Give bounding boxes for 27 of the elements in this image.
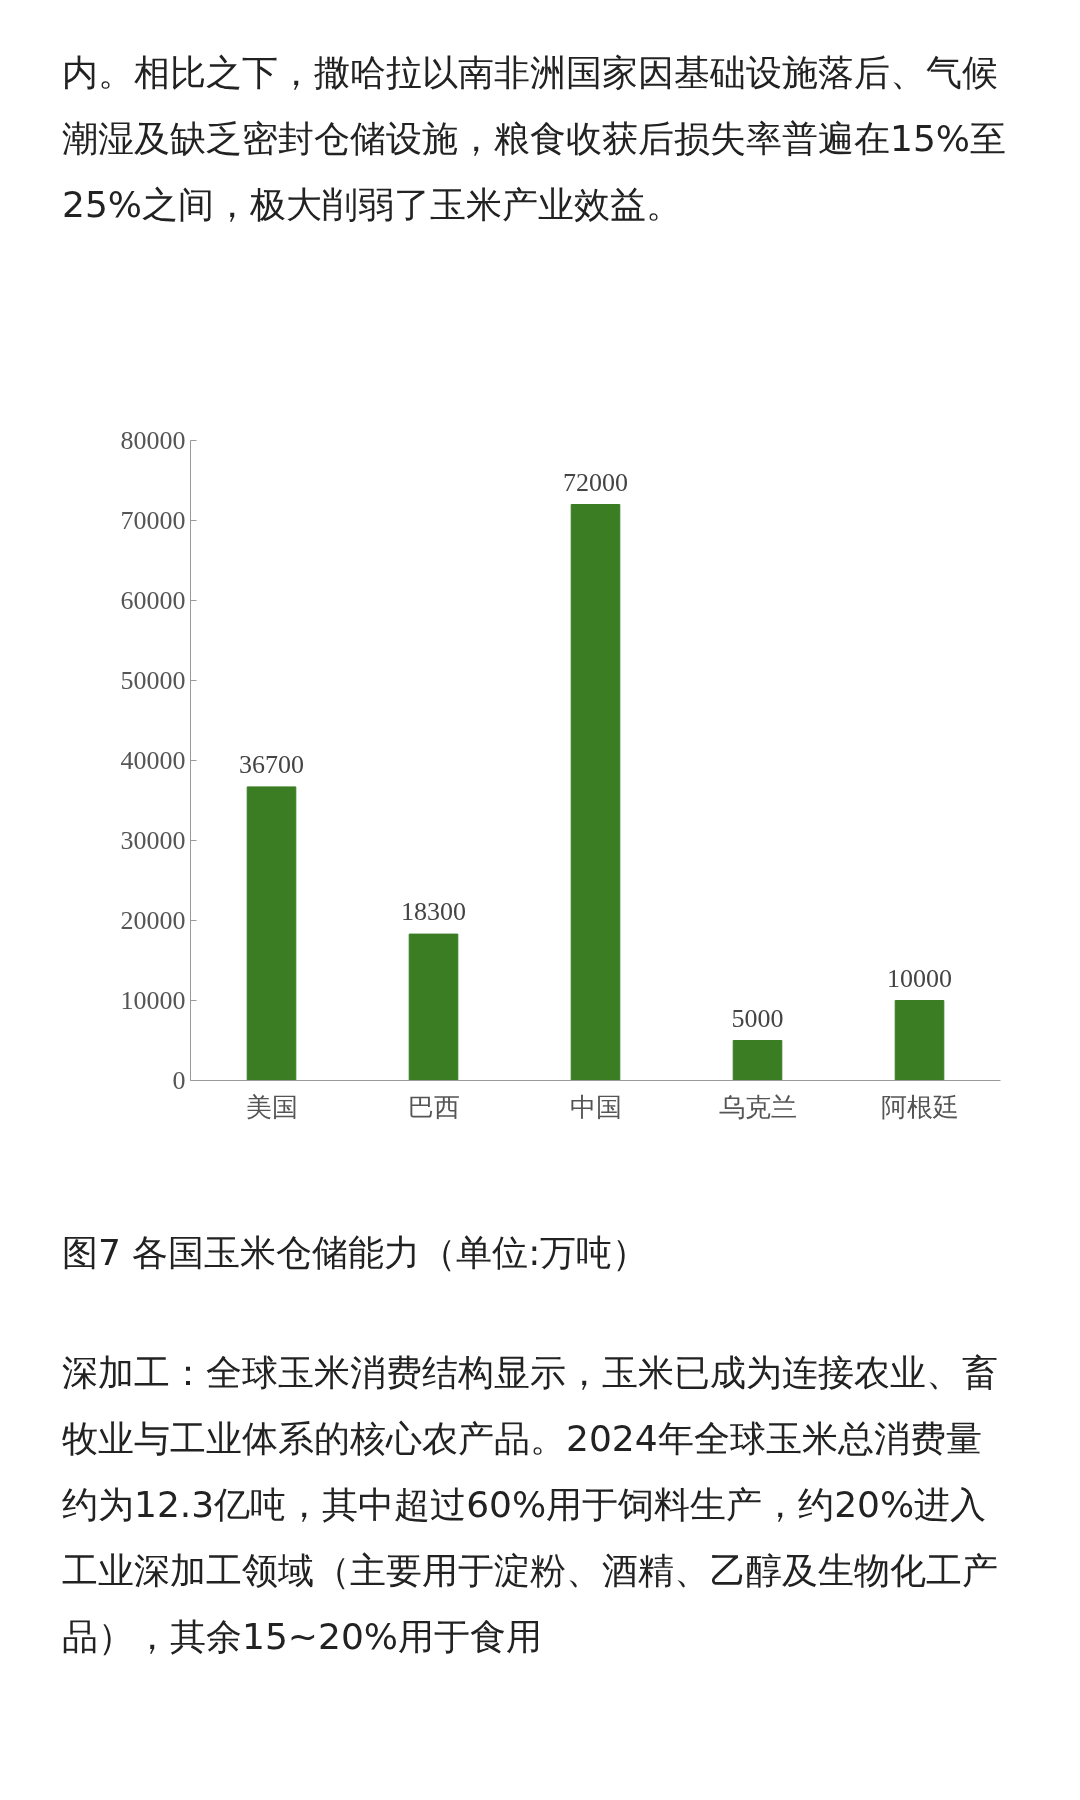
text: 内。相比之下，撒哈拉以南非洲国家因基础设施落后、气候潮湿及缺乏密封仓储设施，粮食收获后损失率普遍在15%至25%之间，极大削弱了玉米产业效益。 — [62, 51, 1007, 227]
y-tick-label: 50000 — [120, 666, 186, 695]
y-tick-label: 30000 — [120, 826, 186, 855]
bar — [570, 504, 621, 1081]
text: 深加工：全球玉米消费结构显示，玉米已成为连接农业、畜牧业与工业体系的核心农产品。2024年全球玉米总消费量约为12.3亿吨，其中超过60%用于饲料生产，约20%进入工业深加工领域（主要用于淀粉、酒精、乙醇及生物化工产品），其余15~20%用于食用 — [62, 1351, 999, 1659]
y-tick-label: 80000 — [120, 426, 186, 455]
data-label: 72000 — [563, 467, 628, 497]
bar — [732, 1040, 783, 1081]
y-tick-label: 0 — [172, 1066, 186, 1095]
data-label: 18300 — [401, 897, 466, 927]
y-tick-label: 70000 — [120, 506, 186, 535]
data-label: 36700 — [239, 749, 304, 779]
text: 图7 各国玉米仓储能力（单位:万吨） — [62, 1231, 650, 1275]
y-tick-label: 60000 — [120, 586, 186, 615]
x-tick-label: 中国 — [569, 1091, 622, 1122]
x-tick-label: 巴西 — [407, 1091, 460, 1122]
bar — [408, 933, 459, 1081]
y-tick-label: 10000 — [120, 986, 186, 1015]
bar — [246, 786, 297, 1081]
data-label: 5000 — [731, 1003, 784, 1033]
y-tick-label: 20000 — [120, 906, 186, 935]
y-tick-label: 40000 — [120, 746, 186, 775]
x-tick-label: 美国 — [245, 1091, 298, 1122]
x-tick-label: 阿根廷 — [880, 1091, 959, 1122]
data-label: 10000 — [887, 963, 952, 993]
x-tick-label: 乌克兰 — [718, 1091, 797, 1122]
bar — [894, 1000, 945, 1081]
